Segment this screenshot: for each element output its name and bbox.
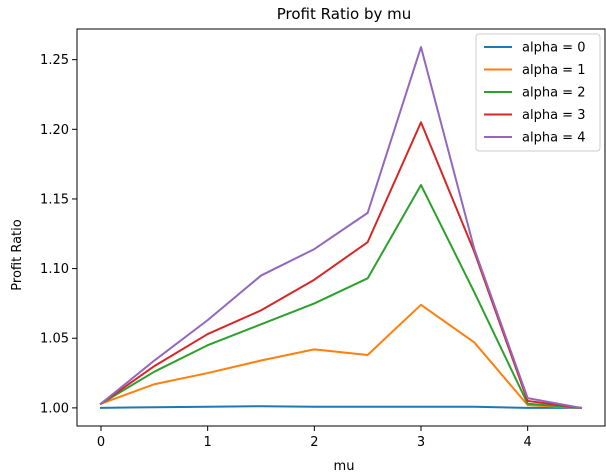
series-line-alpha-2	[99, 184, 583, 409]
legend-label: alpha = 2	[522, 86, 585, 101]
legend-box	[475, 33, 601, 152]
x-axis-label: mu	[334, 459, 355, 474]
x-tick-label: 2	[310, 435, 318, 450]
plot-frame	[76, 28, 606, 427]
x-tick-label: 1	[204, 435, 212, 450]
y-tick-label: 1.10	[40, 262, 69, 277]
x-tick-label: 4	[524, 435, 532, 450]
x-tick-label: 0	[97, 435, 105, 450]
y-tick-label: 1.20	[40, 123, 69, 138]
series-line-alpha-1	[99, 303, 583, 409]
x-tick-label: 3	[417, 435, 425, 450]
y-tick-label: 1.05	[40, 332, 69, 347]
y-tick-label: 1.25	[40, 53, 69, 68]
y-tick-label: 1.15	[40, 192, 69, 207]
axis-ticks: 0 1 2 3 4 1.00 1.05 1.10 1.15 1.20 1.25	[40, 53, 532, 450]
y-tick-label: 1.00	[40, 401, 69, 416]
legend: alpha = 0 alpha = 1 alpha = 2 alpha = 3 alph…	[475, 33, 601, 152]
series-line-alpha-4	[99, 46, 583, 410]
chart-title: Profit Ratio by mu	[277, 5, 411, 23]
y-axis-label: Profit Ratio	[10, 219, 25, 290]
series-line-alpha-0	[99, 405, 582, 409]
legend-label: alpha = 3	[522, 108, 585, 123]
legend-label: alpha = 4	[522, 131, 585, 146]
plot-area	[99, 46, 583, 410]
legend-label: alpha = 0	[522, 41, 585, 56]
legend-label: alpha = 1	[522, 63, 585, 78]
